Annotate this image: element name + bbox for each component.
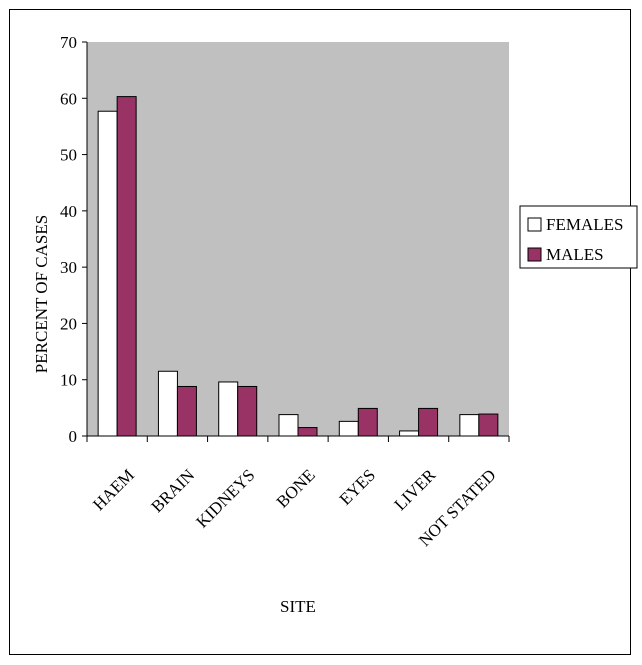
y-tick-label: 30 [60, 258, 77, 277]
bar-females-haem [97, 110, 118, 437]
bar-males-liver [418, 407, 439, 437]
bar-females-kidneys [218, 381, 239, 437]
legend-label-females: FEMALES [546, 215, 623, 234]
plot-area [87, 42, 509, 436]
y-tick-label: 70 [60, 33, 77, 52]
x-axis-label: SITE [280, 597, 316, 616]
y-axis-label: PERCENT OF CASES [32, 215, 51, 373]
x-tick-label: BRAIN [147, 465, 198, 516]
x-tick-label: BONE [273, 465, 319, 511]
y-tick-label: 40 [60, 202, 77, 221]
y-tick-label: 50 [60, 146, 77, 165]
legend-swatch-females [527, 217, 542, 232]
bar-females-not-stated [459, 414, 480, 437]
bar-males-kidneys [237, 385, 258, 437]
bar-males-not-stated [478, 413, 499, 437]
bar-females-brain [157, 370, 178, 437]
y-tick-label: 0 [69, 427, 78, 446]
legend-swatch-males [527, 247, 542, 262]
bar-males-brain [176, 385, 197, 437]
x-tick-label: KIDNEYS [192, 465, 258, 531]
legend-label-males: MALES [546, 245, 604, 264]
bar-females-eyes [338, 420, 359, 437]
x-tick-label: LIVER [391, 465, 440, 514]
x-tick-label: HAEM [89, 465, 138, 514]
bar-males-bone [297, 427, 318, 437]
y-tick-label: 20 [60, 314, 77, 333]
x-tick-label: EYES [336, 465, 379, 508]
bars-group [97, 96, 499, 437]
y-tick-label: 60 [60, 89, 77, 108]
bar-females-liver [399, 430, 420, 437]
bar-males-haem [116, 96, 137, 437]
bar-males-eyes [357, 407, 378, 437]
bar-females-bone [278, 414, 299, 437]
legend: FEMALES MALES [519, 205, 638, 269]
y-tick-label: 10 [60, 371, 77, 390]
